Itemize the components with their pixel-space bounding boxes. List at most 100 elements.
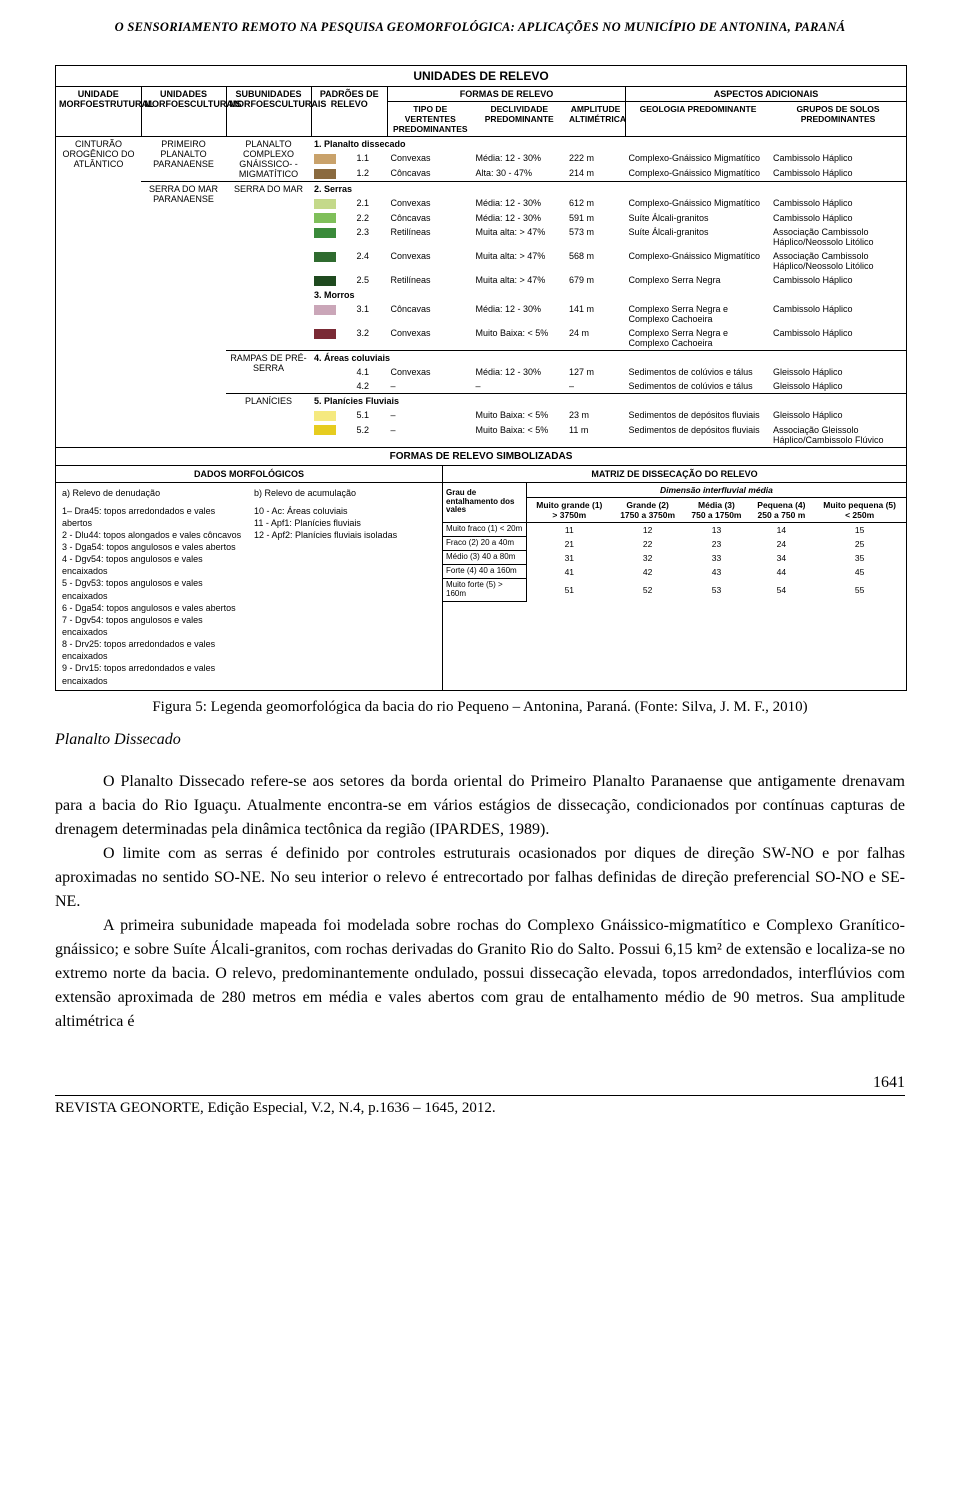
matrix-cell: 52 (612, 579, 684, 602)
matrix-cell: 41 (526, 565, 611, 579)
amp-cell: 591 m (566, 211, 626, 226)
amp-cell: 23 m (566, 408, 626, 423)
solo-cell: Associação Cambissolo Háplico/Neossolo L… (770, 249, 906, 273)
code-cell: 2.4 (354, 249, 388, 273)
decl-cell: Média: 12 - 30% (473, 151, 567, 166)
hdr-aspects: ASPECTOS ADICIONAIS (626, 87, 907, 102)
code-cell: 3.2 (354, 326, 388, 351)
code-cell: 1.1 (354, 151, 388, 166)
hdr-solos: GRUPOS DE SOLOS PREDOMINANTES (770, 102, 906, 137)
dissection-matrix: Grau de entalhamento dos vales Dimensão … (443, 483, 906, 602)
morpho-item: 4 - Dgv54: topos angulosos e vales encai… (62, 553, 244, 577)
pattern-header: 2. Serras (311, 182, 906, 197)
solo-cell: Cambissolo Háplico (770, 211, 906, 226)
paragraph: A primeira subunidade mapeada foi modela… (55, 914, 905, 1034)
swatch-cell (311, 225, 354, 249)
hdr-tipo: TIPO DE VERTENTES PREDOMINANTES (388, 102, 473, 137)
accumulation-title: b) Relevo de acumulação (254, 487, 436, 499)
code-cell: 2.2 (354, 211, 388, 226)
running-header: O SENSORIAMENTO REMOTO NA PESQUISA GEOMO… (55, 20, 905, 35)
subunit-cell: PLANALTO COMPLEXO GNÁISSICO- -MIGMATÍTIC… (226, 137, 311, 182)
tipo-cell: Convexas (388, 249, 473, 273)
decl-cell: Alta: 30 - 47% (473, 166, 567, 181)
body-text: Planalto Dissecado O Planalto Dissecado … (55, 728, 905, 1034)
code-cell: 1.2 (354, 166, 388, 181)
swatch-cell (311, 423, 354, 447)
morpho-data-panel: DADOS MORFOLÓGICOS a) Relevo de denudaçã… (56, 466, 443, 690)
pattern-header: 1. Planalto dissecado (311, 137, 906, 152)
swatch-cell (311, 166, 354, 181)
matrix-col-header: Média (3)750 a 1750m (683, 497, 749, 522)
amp-cell: 141 m (566, 302, 626, 326)
matrix-row-label: Forte (4) 40 a 160m (443, 565, 526, 579)
page-number: 1641 (55, 1074, 905, 1092)
figure-caption: Figura 5: Legenda geomorfológica da baci… (55, 699, 905, 716)
solo-cell: Cambissolo Háplico (770, 166, 906, 181)
matrix-cell: 51 (526, 579, 611, 602)
swatch-cell (311, 196, 354, 211)
amp-cell: 679 m (566, 273, 626, 288)
geo-cell: Suíte Álcali-granitos (626, 225, 771, 249)
matrix-cell: 45 (813, 565, 906, 579)
solo-cell: Cambissolo Háplico (770, 302, 906, 326)
code-cell: 4.2 (354, 379, 388, 394)
geo-cell: Complexo Serra Negra e Complexo Cachoeir… (626, 302, 771, 326)
matrix-cell: 25 (813, 537, 906, 551)
matrix-cell: 32 (612, 551, 684, 565)
amp-cell: 568 m (566, 249, 626, 273)
matrix-cell: 31 (526, 551, 611, 565)
swatch-cell (311, 302, 354, 326)
amp-cell: 612 m (566, 196, 626, 211)
geo-cell: Complexo-Gnáissico Migmatítico (626, 249, 771, 273)
matrix-col-header: Pequena (4)250 a 750 m (749, 497, 813, 522)
hdr-amp: AMPLITUDE ALTIMÉTRICA (566, 102, 626, 137)
swatch-cell (311, 273, 354, 288)
decl-cell: Muito Baixa: < 5% (473, 408, 567, 423)
matrix-cell: 23 (683, 537, 749, 551)
decl-cell: Média: 12 - 30% (473, 365, 567, 379)
swatch-cell (311, 326, 354, 351)
morpho-item: 10 - Ac: Áreas coluviais (254, 505, 436, 517)
tipo-cell: Côncavas (388, 211, 473, 226)
matrix-cell: 22 (612, 537, 684, 551)
morpho-item: 7 - Dgv54: topos angulosos e vales encai… (62, 614, 244, 638)
pattern-header: 5. Planícies Fluviais (311, 393, 906, 408)
matrix-col-header: Muito grande (1)> 3750m (526, 497, 611, 522)
geo-cell: Sedimentos de depósitos fluviais (626, 423, 771, 447)
solo-cell: Gleissolo Háplico (770, 365, 906, 379)
matrix-corner-b: Dimensão interfluvial média (526, 483, 906, 498)
dissection-matrix-panel: MATRIZ DE DISSECAÇÃO DO RELEVO Grau de e… (443, 466, 906, 690)
morpho-item: 8 - Drv25: topos arredondados e vales en… (62, 638, 244, 662)
figure-unidades-relevo: UNIDADES DE RELEVO UNIDADE MORFOESTRUTUR… (55, 65, 907, 691)
decl-cell: Muita alta: > 47% (473, 249, 567, 273)
swatch-cell (311, 408, 354, 423)
matrix-corner-a: Grau de entalhamento dos vales (443, 483, 526, 523)
amp-cell: 11 m (566, 423, 626, 447)
tipo-cell: Côncavas (388, 166, 473, 181)
amp-cell: 24 m (566, 326, 626, 351)
morpho-item: 11 - Apf1: Planícies fluviais (254, 517, 436, 529)
dados-title: DADOS MORFOLÓGICOS (56, 466, 442, 483)
solo-cell: Cambissolo Háplico (770, 326, 906, 351)
morpho-item: 5 - Dgv53: topos angulosos e vales encai… (62, 577, 244, 601)
decl-cell: Média: 12 - 30% (473, 302, 567, 326)
matrix-cell: 53 (683, 579, 749, 602)
tipo-cell: Convexas (388, 151, 473, 166)
code-cell: 5.1 (354, 408, 388, 423)
paragraph: O limite com as serras é definido por co… (55, 842, 905, 914)
code-cell: 2.1 (354, 196, 388, 211)
solo-cell: Cambissolo Háplico (770, 151, 906, 166)
amp-cell: – (566, 379, 626, 394)
code-cell: 2.5 (354, 273, 388, 288)
matrix-cell: 55 (813, 579, 906, 602)
subunit-cell: SERRA DO MAR (226, 182, 311, 351)
hdr-geo: GEOLOGIA PREDOMINANTE (626, 102, 771, 137)
geo-cell: Complexo Serra Negra (626, 273, 771, 288)
swatch-cell (311, 249, 354, 273)
section-title: Planalto Dissecado (55, 728, 905, 752)
tipo-cell: Côncavas (388, 302, 473, 326)
matrix-cell: 34 (749, 551, 813, 565)
tipo-cell: – (388, 423, 473, 447)
hdr-patterns: PADRÕES DE RELEVO (311, 87, 388, 137)
geo-cell: Complexo-Gnáissico Migmatítico (626, 196, 771, 211)
